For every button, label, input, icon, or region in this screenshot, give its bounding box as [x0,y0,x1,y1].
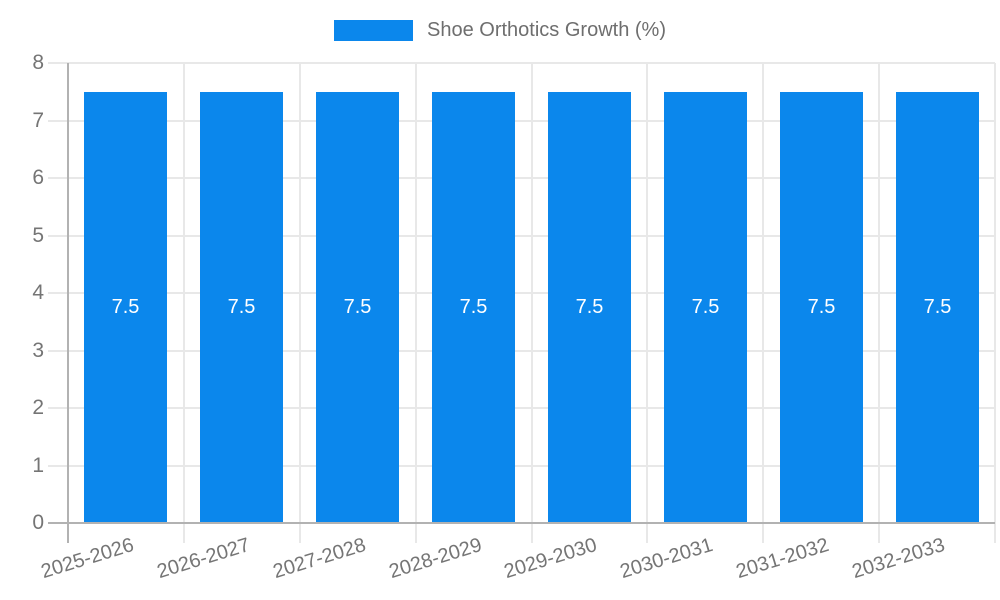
v-gridline [878,63,880,543]
bar-value-label: 7.5 [343,295,372,318]
chart-legend: Shoe Orthotics Growth (%) [0,20,1000,41]
y-tick-label: 3 [32,339,44,362]
y-tick-label: 5 [32,224,44,247]
bar-2029-2030[interactable]: 7.5 [548,92,631,522]
v-gridline [762,63,764,543]
bar-2030-2031[interactable]: 7.5 [664,92,747,522]
bar-2032-2033[interactable]: 7.5 [896,92,979,522]
y-tick-label: 8 [32,51,44,74]
bar-2028-2029[interactable]: 7.5 [432,92,515,522]
h-gridline [48,235,995,237]
y-axis-line [67,63,69,543]
v-gridline [299,63,301,543]
bar-value-label: 7.5 [111,295,140,318]
legend-label: Shoe Orthotics Growth (%) [427,19,666,41]
legend-swatch-icon[interactable] [334,20,414,41]
y-tick-label: 7 [32,109,44,132]
bar-2027-2028[interactable]: 7.5 [316,92,399,522]
bar-2025-2026[interactable]: 7.5 [84,92,167,522]
y-tick-label: 2 [32,396,44,419]
v-gridline [415,63,417,543]
x-axis-line [48,522,995,524]
h-gridline [48,292,995,294]
bar-value-label: 7.5 [227,295,256,318]
bar-2031-2032[interactable]: 7.5 [780,92,863,522]
y-tick-label: 4 [32,281,44,304]
h-gridline [48,62,995,64]
bar-2026-2027[interactable]: 7.5 [200,92,283,522]
bar-value-label: 7.5 [807,295,836,318]
h-gridline [48,407,995,409]
y-tick-label: 6 [32,166,44,189]
bar-value-label: 7.5 [691,295,720,318]
y-tick-label: 0 [32,511,44,534]
h-gridline [48,120,995,122]
v-gridline [531,63,533,543]
bar-value-label: 7.5 [575,295,604,318]
v-gridline [994,63,996,543]
h-gridline [48,465,995,467]
h-gridline [48,177,995,179]
h-gridline [48,350,995,352]
bar-value-label: 7.5 [923,295,952,318]
bar-value-label: 7.5 [459,295,488,318]
v-gridline [646,63,648,543]
v-gridline [183,63,185,543]
y-tick-label: 1 [32,454,44,477]
